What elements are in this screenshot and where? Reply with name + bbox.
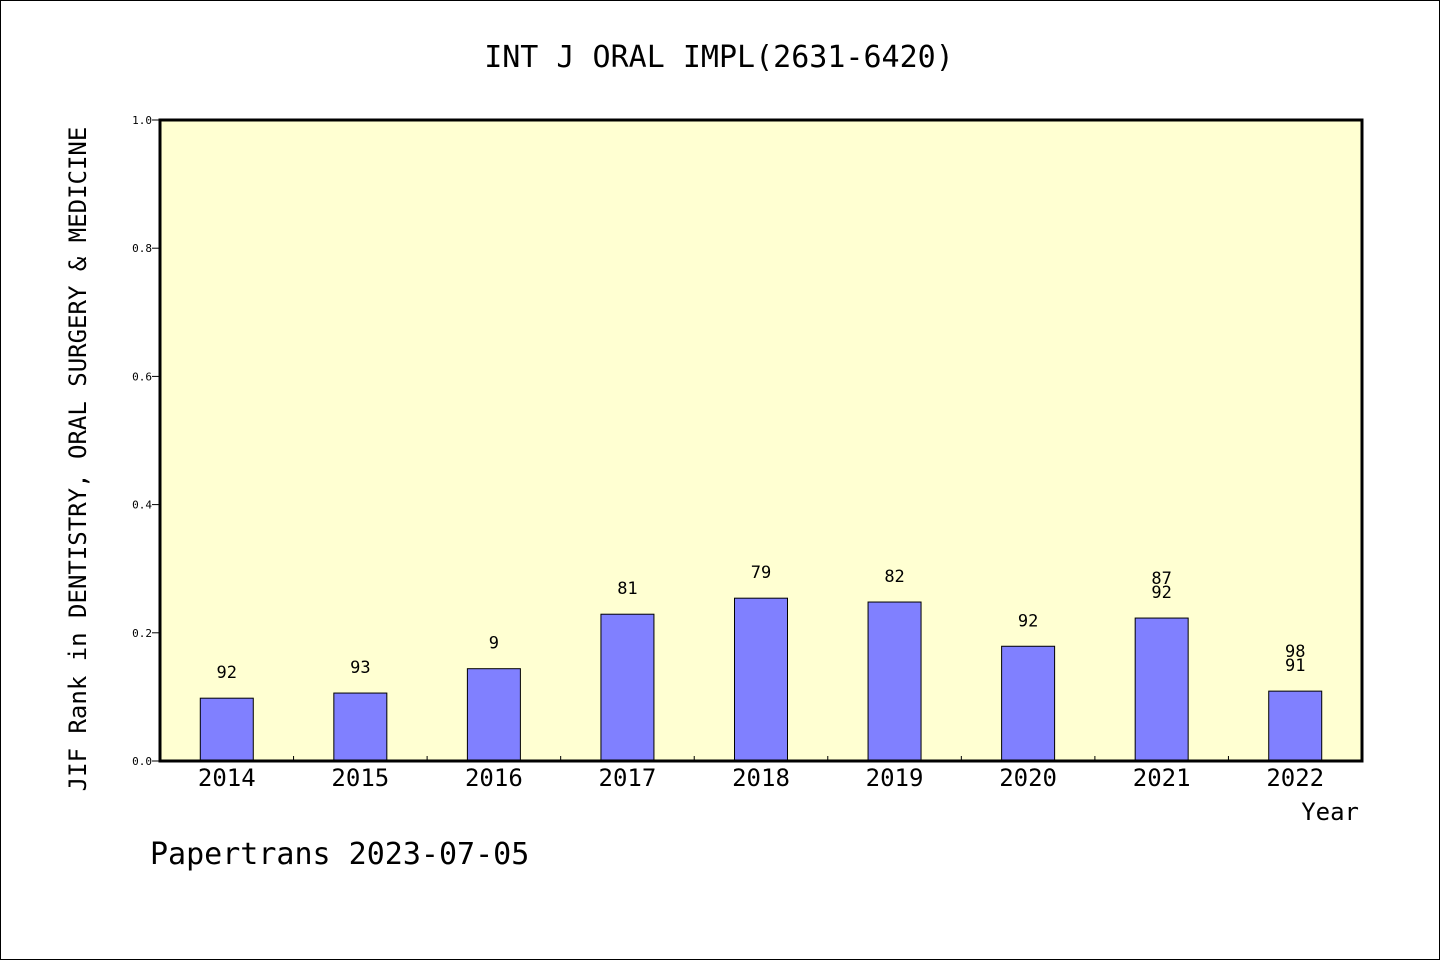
bar <box>867 601 922 762</box>
data-label: 93 <box>350 658 370 678</box>
y-tick-label: 0.8 <box>132 242 152 255</box>
footer-text: Papertrans 2023-07-05 <box>150 837 529 872</box>
x-tick-label: 2022 <box>1266 764 1324 792</box>
bar <box>734 597 788 762</box>
data-label: 92 <box>1018 611 1038 631</box>
data-label: 87 <box>1151 569 1171 589</box>
x-axis: 2014 2015 2016 2017 2018 2019 2020 2021 2022 <box>198 756 1324 792</box>
data-label: 92 <box>217 663 237 683</box>
bar <box>600 613 655 762</box>
y-tick-label: 0.2 <box>132 627 152 640</box>
plot-border <box>158 118 1364 763</box>
bar <box>1134 617 1189 762</box>
y-tick-label: 0.4 <box>132 499 152 512</box>
data-label: 9 <box>489 634 499 654</box>
x-tick-label: 2019 <box>866 764 924 792</box>
y-axis-label: JIF Rank in DENTISTRY, ORAL SURGERY & ME… <box>64 127 92 792</box>
data-label: 82 <box>884 567 904 587</box>
x-tick-label: 2014 <box>198 764 256 792</box>
y-tick-label: 0.0 <box>132 755 152 768</box>
y-axis: 0.0 0.2 0.4 0.6 0.8 1.0 <box>132 114 160 768</box>
x-tick-label: 2020 <box>999 764 1057 792</box>
x-tick-label: 2018 <box>732 764 790 792</box>
bar <box>466 668 521 762</box>
y-tick-label: 0.6 <box>132 370 152 383</box>
x-axis-label: Year <box>1301 798 1359 826</box>
data-label: 81 <box>617 579 637 599</box>
data-label: 92 <box>1151 583 1171 603</box>
bar <box>1001 645 1056 762</box>
bar <box>333 692 388 762</box>
x-tick-label: 2017 <box>599 764 657 792</box>
x-tick-label: 2015 <box>331 764 389 792</box>
chart-title: INT J ORAL IMPL(2631-6420) <box>484 40 954 75</box>
data-label: 98 <box>1285 642 1305 662</box>
bar-series <box>199 597 1323 762</box>
x-tick-label: 2016 <box>465 764 523 792</box>
data-label: 79 <box>751 563 771 583</box>
bar <box>199 697 254 762</box>
data-label: 91 <box>1285 656 1305 676</box>
y-tick-label: 1.0 <box>132 114 152 127</box>
x-tick-label: 2021 <box>1133 764 1191 792</box>
bar <box>1268 690 1323 762</box>
